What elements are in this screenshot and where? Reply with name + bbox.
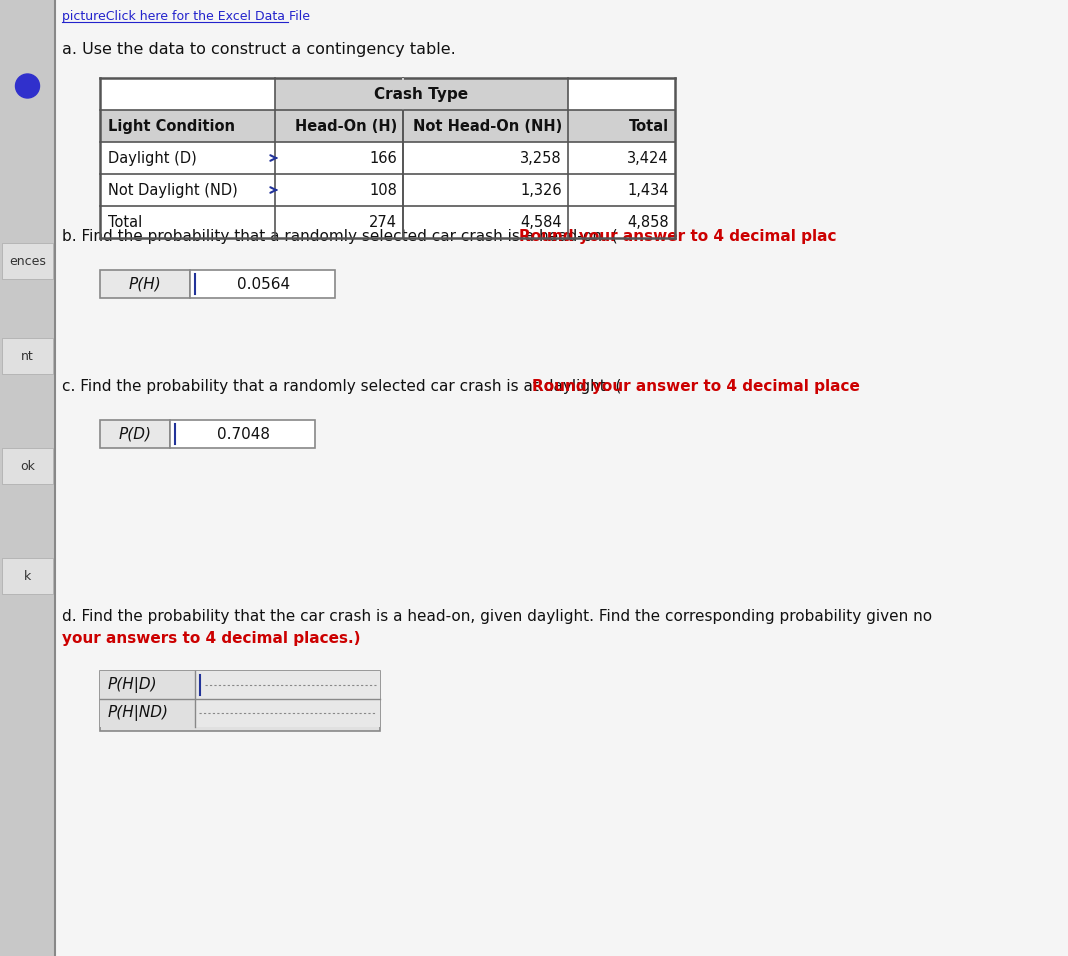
Bar	[100, 420, 170, 448]
Text: nt: nt	[21, 350, 34, 362]
Text: your answers to 4 decimal places.): your answers to 4 decimal places.)	[62, 631, 361, 645]
Bar	[100, 78, 675, 238]
Text: 108: 108	[370, 183, 397, 198]
Text: b. Find the probability that a randomly selected car crash is a head-on. (: b. Find the probability that a randomly …	[62, 228, 617, 244]
Text: Crash Type: Crash Type	[375, 86, 469, 101]
Text: ences: ences	[9, 254, 46, 268]
Bar	[0, 0, 54, 956]
Bar	[100, 699, 195, 727]
Bar	[274, 78, 568, 110]
Bar	[100, 270, 190, 298]
Text: Not Head-On (NH): Not Head-On (NH)	[412, 119, 562, 134]
Text: 1,434: 1,434	[628, 183, 669, 198]
Text: P(H): P(H)	[128, 276, 161, 292]
Bar	[190, 270, 335, 298]
Bar	[2, 558, 53, 594]
Circle shape	[16, 74, 40, 98]
Text: Daylight (D): Daylight (D)	[108, 150, 197, 165]
Text: 4,858: 4,858	[627, 214, 669, 229]
Text: k: k	[23, 570, 31, 582]
Text: 4,584: 4,584	[520, 214, 562, 229]
Text: ok: ok	[20, 460, 35, 472]
Text: c. Find the probability that a randomly selected car crash is at daylight. (: c. Find the probability that a randomly …	[62, 379, 622, 394]
Text: 3,258: 3,258	[520, 150, 562, 165]
Bar	[100, 671, 380, 731]
Text: 0.0564: 0.0564	[237, 276, 290, 292]
Bar	[2, 448, 53, 484]
Text: 274: 274	[370, 214, 397, 229]
Text: Light Condition: Light Condition	[108, 119, 235, 134]
Text: Round your answer to 4 decimal plac: Round your answer to 4 decimal plac	[519, 228, 837, 244]
Text: P(D): P(D)	[119, 426, 152, 442]
Text: 0.7048: 0.7048	[217, 426, 270, 442]
Text: 166: 166	[370, 150, 397, 165]
Text: Total: Total	[108, 214, 142, 229]
Text: P(H|D): P(H|D)	[108, 677, 158, 693]
Bar	[402, 78, 404, 110]
Text: a. Use the data to construct a contingency table.: a. Use the data to construct a contingen…	[62, 41, 456, 56]
Bar	[2, 243, 53, 279]
Bar	[2, 338, 53, 374]
Text: 1,326: 1,326	[520, 183, 562, 198]
Text: Not Daylight (ND): Not Daylight (ND)	[108, 183, 238, 198]
Text: P(H|ND): P(H|ND)	[108, 705, 169, 721]
Text: Head-On (H): Head-On (H)	[295, 119, 397, 134]
Text: 3,424: 3,424	[627, 150, 669, 165]
Text: Total: Total	[629, 119, 669, 134]
Bar	[100, 110, 675, 142]
Bar	[100, 671, 195, 699]
Bar	[170, 420, 315, 448]
Text: d. Find the probability that the car crash is a head-on, given daylight. Find th: d. Find the probability that the car cra…	[62, 609, 932, 623]
Text: Round your answer to 4 decimal place: Round your answer to 4 decimal place	[532, 379, 860, 394]
Text: pictureClick here for the Excel Data File: pictureClick here for the Excel Data Fil…	[62, 10, 310, 23]
Bar	[195, 671, 380, 699]
Bar	[195, 699, 380, 727]
